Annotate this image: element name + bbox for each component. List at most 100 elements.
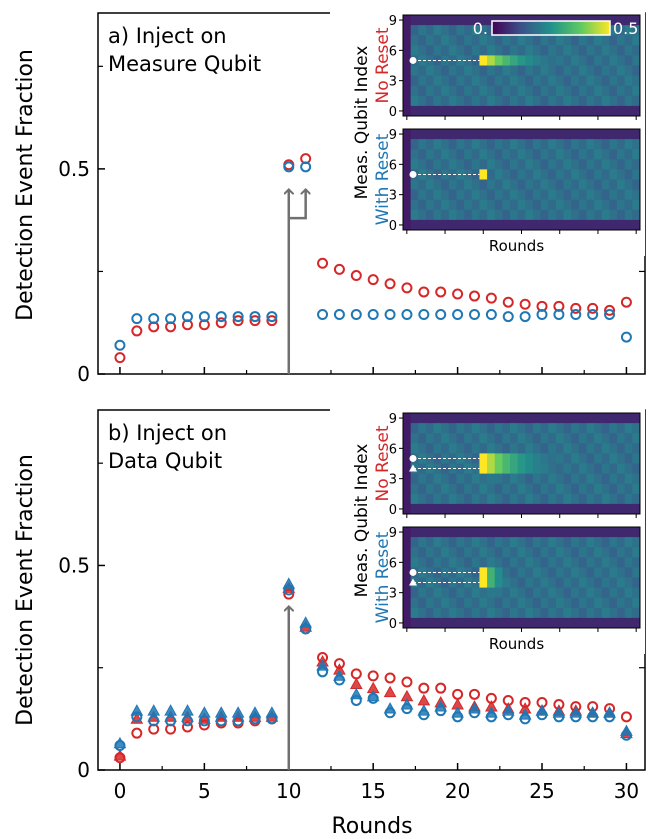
heatmap-cell — [532, 179, 542, 190]
heatmap-cell — [532, 139, 542, 150]
inset-y-tick-label: 0 — [389, 503, 397, 518]
heatmap-cell — [601, 209, 610, 221]
heatmap-cell — [418, 169, 427, 180]
heatmap-cell — [563, 557, 572, 568]
heatmap-cell — [418, 503, 427, 515]
heatmap-cell — [471, 95, 480, 107]
heatmap-cell — [532, 105, 542, 117]
heatmap-cell — [601, 105, 610, 117]
heatmap-cell — [441, 45, 450, 56]
heatmap-cell — [532, 85, 542, 97]
heatmap-cell — [471, 159, 480, 170]
heatmap-cell — [586, 199, 595, 211]
heatmap-cell — [617, 149, 626, 160]
data-point — [435, 682, 447, 694]
heatmap-cell — [555, 527, 564, 538]
heatmap-cell — [617, 85, 626, 97]
heatmap-cell — [586, 557, 595, 568]
heatmap-cell — [609, 473, 618, 485]
heatmap-cell — [410, 149, 419, 160]
heatmap-cell — [563, 169, 572, 180]
heatmap-cell — [494, 95, 503, 107]
data-point — [452, 288, 464, 300]
data-point — [604, 309, 616, 321]
heatmap-cell — [563, 105, 572, 117]
heatmap-cell — [448, 129, 457, 140]
data-point — [232, 311, 244, 323]
data-point — [181, 721, 193, 733]
heatmap-cell — [441, 189, 450, 201]
heatmap-cell — [571, 433, 580, 444]
inject-marker — [409, 464, 417, 472]
heatmap-cell — [601, 503, 610, 515]
data-point — [350, 270, 362, 282]
heatmap-cell — [617, 577, 626, 588]
heatmap-cell — [609, 413, 618, 424]
heatmap-cell — [601, 179, 610, 190]
heatmap-cell — [578, 607, 587, 619]
heatmap-cell — [617, 65, 626, 76]
heatmap-cell — [532, 65, 542, 76]
heatmap-cell — [403, 15, 412, 26]
heatmap-cell — [563, 139, 572, 150]
heatmap-cell — [479, 443, 488, 454]
heatmap-cell — [479, 105, 488, 117]
heatmap-cell — [624, 527, 633, 538]
heatmap-cell — [624, 105, 633, 117]
heatmap-cell — [410, 587, 419, 599]
heatmap-cell — [594, 597, 603, 609]
heatmap-cell — [609, 105, 618, 117]
heatmap-cell — [617, 35, 626, 46]
heatmap-cell — [578, 483, 587, 495]
heatmap-cell — [586, 139, 595, 150]
heatmap-cell — [494, 55, 503, 66]
heatmap-cell — [632, 25, 641, 36]
heatmap-cell — [555, 75, 564, 87]
heatmap-cell — [624, 95, 633, 107]
heatmap-cell — [594, 65, 603, 76]
data-point — [131, 325, 143, 337]
heatmap-cell — [448, 597, 457, 609]
heatmap-cell — [594, 453, 603, 464]
heatmap-cell — [403, 577, 412, 588]
heatmap-cell — [494, 463, 503, 474]
heatmap-cell — [494, 75, 503, 87]
y-tick-label: 0.5 — [58, 157, 90, 181]
heatmap-cell — [548, 159, 557, 170]
heatmap-cell — [479, 587, 488, 599]
heatmap-cell — [548, 65, 557, 76]
heatmap-cell — [624, 129, 633, 140]
heatmap-cell — [578, 169, 587, 180]
heatmap-cell — [571, 413, 580, 424]
heatmap-cell — [555, 587, 564, 599]
heatmap-cell — [624, 463, 633, 474]
heatmap-cell — [425, 209, 434, 221]
heatmap-cell — [502, 537, 511, 548]
heatmap-cell — [525, 65, 534, 76]
heatmap-cell — [601, 547, 610, 558]
heatmap-cell — [403, 413, 412, 424]
heatmap-cell — [471, 65, 480, 76]
x-tick-label: 20 — [445, 779, 470, 803]
heatmap-cell — [563, 597, 572, 609]
heatmap-cell — [532, 597, 542, 609]
data-point — [214, 706, 228, 718]
heatmap-cell — [532, 483, 542, 495]
heatmap-cell — [425, 537, 434, 548]
heatmap-cell — [540, 537, 549, 548]
heatmap-cell — [510, 413, 519, 424]
heatmap-cell — [456, 45, 465, 56]
heatmap-cell — [617, 547, 626, 558]
heatmap-cell — [403, 547, 412, 558]
heatmap-cell — [494, 443, 503, 454]
data-point — [620, 724, 633, 737]
heatmap-cell — [464, 433, 473, 444]
heatmap-cell — [448, 443, 457, 454]
heatmap-cell — [532, 169, 542, 180]
heatmap-cell — [510, 95, 519, 107]
heatmap-cell — [525, 55, 534, 66]
heatmap-cell — [594, 433, 603, 444]
heatmap-cell — [471, 35, 480, 46]
heatmap-cell — [532, 527, 542, 538]
colorbar-min-label: 0. — [473, 19, 488, 38]
